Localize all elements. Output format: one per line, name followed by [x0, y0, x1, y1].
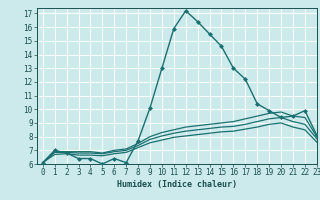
- X-axis label: Humidex (Indice chaleur): Humidex (Indice chaleur): [117, 180, 237, 189]
